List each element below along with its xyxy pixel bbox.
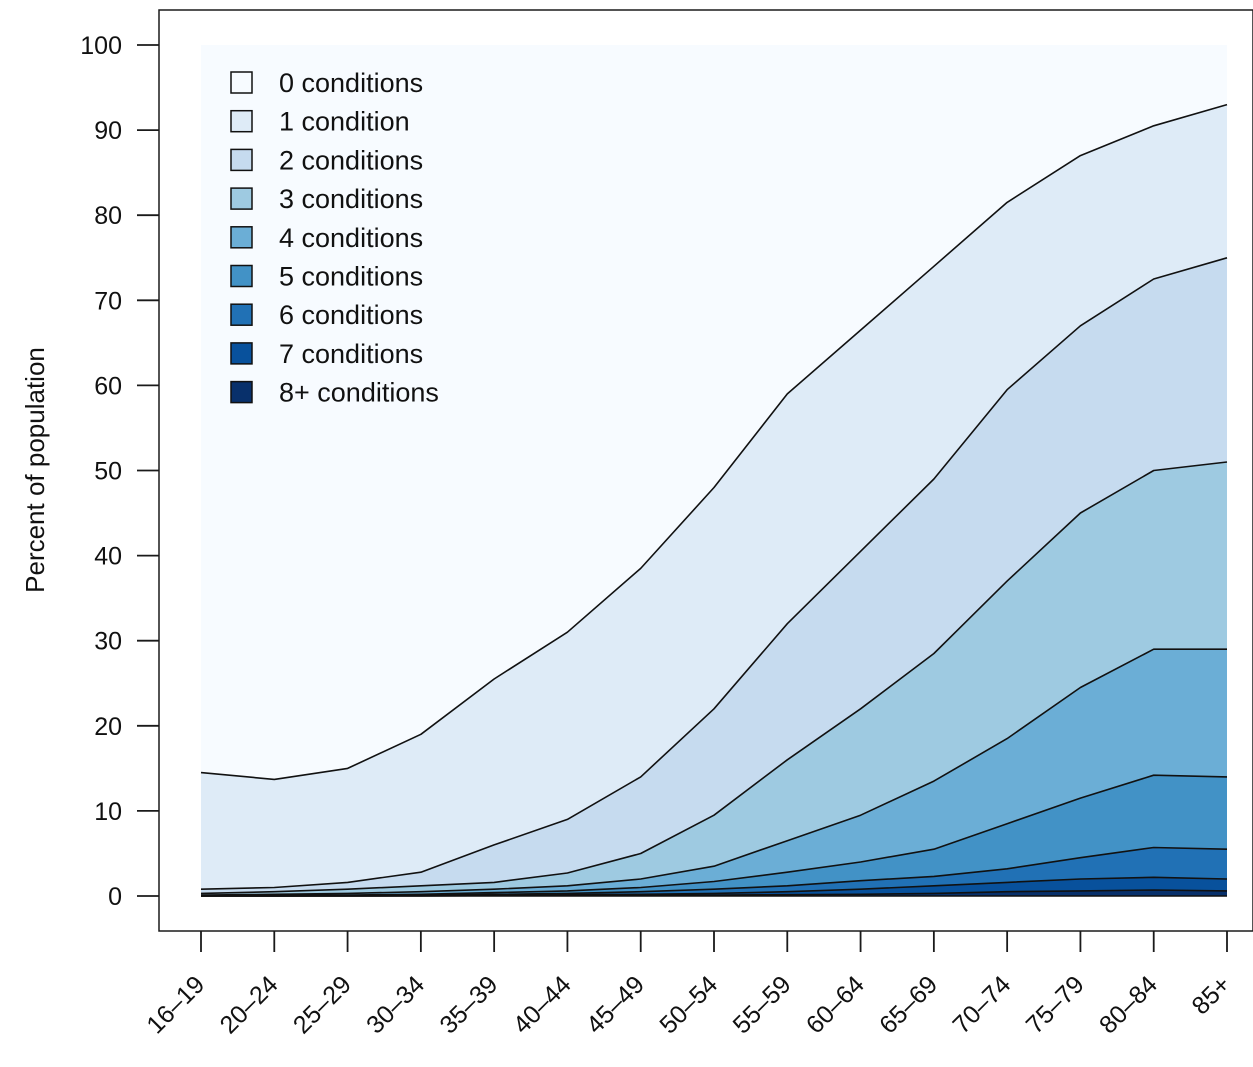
boundary-line-2-conditions [200,257,1228,890]
y-tick-label-60: 60 [94,372,122,400]
area-8plus-conditions [201,890,1227,896]
x-tick-label-13: 80–84 [1094,970,1163,1039]
legend-swatch-1-condition [230,109,253,133]
y-tick-label-80: 80 [94,202,122,230]
y-tick-label-90: 90 [94,117,122,145]
y-tick-label-70: 70 [94,287,122,315]
area-1-condition [201,104,1227,890]
area-7-conditions [201,877,1227,896]
x-tick-label-1: 20–24 [215,970,284,1039]
legend-swatch-8plus-conditions [230,380,253,404]
legend-label-6-conditions: 6 conditions [279,300,423,330]
y-tick-label-40: 40 [94,543,122,571]
y-axis-title: Percent of population [20,347,50,593]
boundary-line-4-conditions [200,648,1227,896]
x-tick-label-4: 35–39 [434,970,503,1039]
area-2-conditions [201,257,1227,894]
legend-swatch-7-conditions [230,342,253,365]
legend-label-7-conditions: 7 conditions [279,339,423,369]
x-tick-label-10: 65–69 [874,970,943,1039]
legend: 0 conditions 1 condition 2 conditions 3 con… [230,68,439,408]
x-tick-label-12: 75–79 [1021,970,1090,1039]
legend-label-8plus-conditions: 8+ conditions [279,378,439,408]
x-tick-label-3: 30–34 [361,970,430,1039]
area-3-conditions [201,462,1227,896]
legend-label-3-conditions: 3 conditions [279,184,423,214]
y-tick-label-20: 20 [94,713,122,741]
x-tick-label-8: 55–59 [728,970,797,1039]
x-tick-label-11: 70–74 [947,970,1016,1039]
area-5-conditions [201,775,1227,896]
legend-label-0-conditions: 0 conditions [279,68,423,98]
x-tick-label-6: 45–49 [581,970,650,1039]
legend-label-1-condition: 1 condition [279,107,410,137]
legend-swatch-5-conditions [230,264,253,288]
x-tick-label-5: 40–44 [508,970,577,1039]
x-tick-label-7: 50–54 [654,970,723,1039]
legend-label-5-conditions: 5 conditions [279,262,423,292]
legend-label-2-conditions: 2 conditions [279,145,423,175]
y-tick-label-10: 10 [94,798,122,826]
legend-swatch-2-conditions [230,148,253,172]
x-tick-label-2: 25–29 [288,970,357,1039]
legend-label-4-conditions: 4 conditions [279,223,423,253]
legend-swatch-4-conditions [230,226,253,249]
y-tick-label-30: 30 [94,628,122,656]
legend-swatch-3-conditions [230,187,253,210]
y-tick-label-50: 50 [94,458,122,486]
legend-swatch-6-conditions [230,303,253,326]
area-layer [200,103,1228,897]
boundary-line-1-condition [200,103,1228,781]
y-tick-label-100: 100 [80,32,122,60]
x-tick-label-9: 60–64 [801,970,870,1039]
y-tick-label-0: 0 [108,883,122,911]
x-tick-label-14: 85+ [1186,970,1236,1020]
legend-swatch-0-conditions [230,71,253,94]
boundary-line-3-conditions [200,461,1228,895]
area-4-conditions [201,649,1227,896]
x-tick-label-0: 16–19 [141,970,210,1039]
